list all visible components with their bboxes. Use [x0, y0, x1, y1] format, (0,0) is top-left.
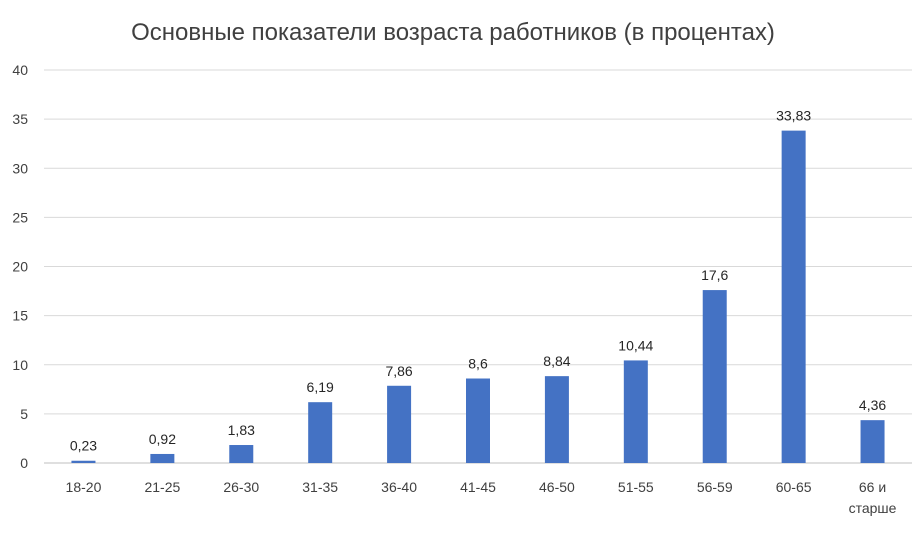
bar	[229, 445, 254, 463]
x-tick-label: 51-55	[618, 479, 654, 495]
y-tick-label: 30	[12, 160, 28, 176]
y-tick-label: 15	[12, 308, 28, 324]
y-axis: 0 5 10 15 20 25 30 35 40	[12, 62, 28, 471]
bar	[387, 385, 412, 463]
data-labels: 0,23 0,92 1,83 6,19 7,86 8,6 8,84 10,44 17,6 33,8…	[70, 108, 887, 454]
x-axis: 18-20 21-25 26-30 31-35 36-40 41-45 46-50 51-55…	[66, 479, 897, 516]
bar	[150, 453, 175, 463]
x-tick-label: 31-35	[302, 479, 338, 495]
y-tick-label: 5	[20, 406, 28, 422]
bar	[623, 360, 648, 463]
data-label: 0,23	[70, 438, 97, 454]
x-tick-label: 26-30	[223, 479, 259, 495]
x-tick-label: 66 и старше	[849, 479, 897, 516]
bar	[860, 420, 885, 463]
bar	[466, 378, 490, 463]
data-label: 17,6	[701, 267, 728, 283]
bar	[544, 376, 569, 463]
data-label: 8,84	[543, 353, 570, 369]
x-tick-label: 60-65	[776, 479, 812, 495]
bars	[71, 130, 885, 464]
data-label: 33,83	[776, 108, 811, 124]
y-tick-label: 0	[20, 455, 28, 471]
gridlines	[44, 69, 912, 464]
y-tick-label: 25	[12, 209, 28, 225]
data-label: 10,44	[618, 337, 653, 353]
data-label: 6,19	[307, 379, 334, 395]
bar	[781, 130, 806, 464]
y-tick-label: 35	[12, 111, 28, 127]
chart-title: Основные показатели возраста работников …	[131, 19, 775, 46]
bar	[71, 460, 96, 463]
x-tick-label: 56-59	[697, 479, 733, 495]
x-tick-label: 46-50	[539, 479, 575, 495]
x-tick-label: 21-25	[144, 479, 180, 495]
x-tick-label: 18-20	[66, 479, 102, 495]
bar	[308, 402, 333, 463]
data-label: 1,83	[228, 422, 255, 438]
data-label: 4,36	[859, 397, 886, 413]
y-tick-label: 20	[12, 259, 28, 275]
x-tick-label: 36-40	[381, 479, 417, 495]
data-label: 8,6	[468, 356, 488, 372]
data-label: 0,92	[149, 431, 176, 447]
y-tick-label: 40	[12, 62, 28, 78]
data-label: 7,86	[385, 363, 412, 379]
bar	[702, 290, 727, 463]
x-tick-label: 41-45	[460, 479, 496, 495]
y-tick-label: 10	[12, 357, 28, 373]
